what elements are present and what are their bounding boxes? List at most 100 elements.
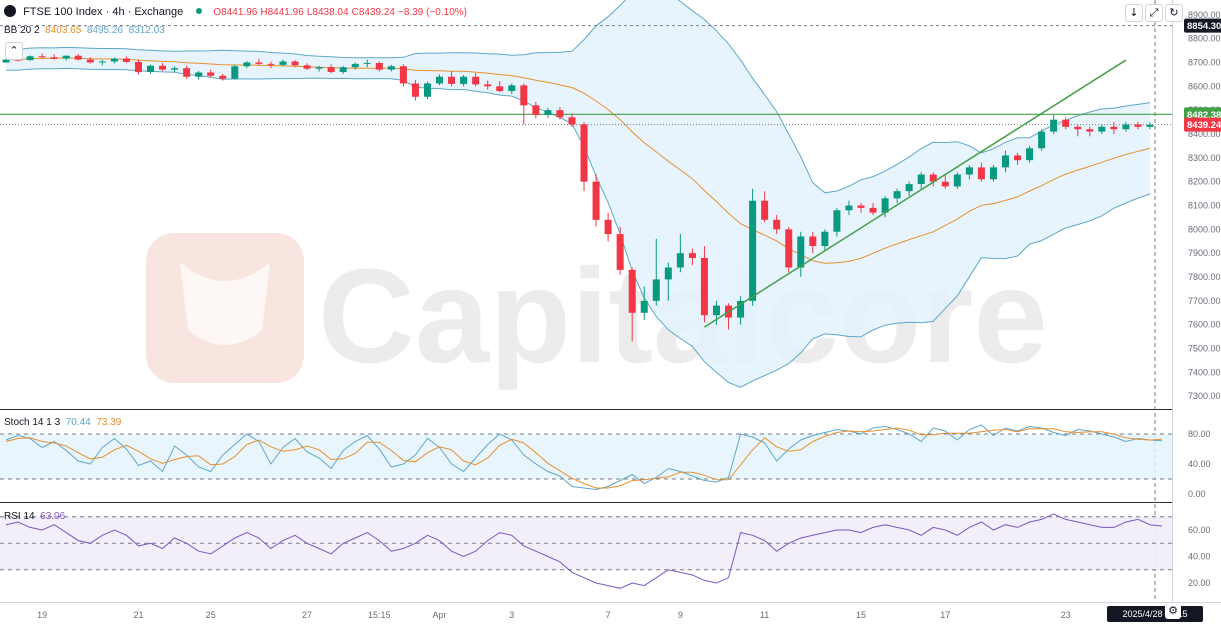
candle-body (1074, 126, 1082, 130)
candle-body (448, 76, 456, 84)
settings-button[interactable]: ⚙ (1165, 603, 1181, 619)
candle-body (676, 253, 684, 268)
ohlc-close: C8439.24 (351, 7, 395, 18)
price-tick-label: 7300.00 (1188, 391, 1221, 401)
bb-basis-line (5, 57, 1151, 264)
stoch-tick-label: 40.00 (1188, 459, 1211, 469)
bb-legend[interactable]: BB 20 2 8403.65 8495.26 8312.03 (4, 25, 165, 36)
time-tick-label: 9 (678, 610, 683, 620)
rsi-legend-value: 63.06 (40, 511, 66, 522)
candle-body (291, 61, 299, 66)
candle-body (1014, 155, 1022, 161)
bb-legend-upper: 8495.26 (86, 25, 124, 36)
price-tick-label: 7500.00 (1188, 344, 1221, 354)
rsi-legend-name: RSI 14 (4, 511, 35, 522)
rsi-tick-label: 60.00 (1188, 525, 1211, 535)
refresh-icon: ↻ (1169, 6, 1179, 19)
market-status-icon (196, 8, 203, 14)
candle-body (520, 85, 528, 106)
candle-body (592, 181, 600, 220)
candle-body (869, 207, 877, 213)
candle-body (351, 63, 359, 68)
rsi-legend[interactable]: RSI 14 63.06 (4, 511, 65, 522)
time-tick-label: 21 (133, 610, 143, 620)
candle-body (989, 167, 997, 180)
stoch-legend[interactable]: Stoch 14 1 3 70.44 73.39 (4, 417, 121, 428)
time-tick-label: Apr (433, 610, 447, 620)
chevron-up-icon: ⌃ (9, 44, 19, 57)
trend-line (704, 59, 1127, 328)
bb-legend-basis: 8403.65 (45, 25, 82, 36)
stoch-tick-label: 80.00 (1188, 429, 1211, 439)
symbol-logo-icon[interactable] (4, 5, 16, 17)
rsi-pane[interactable] (0, 513, 1172, 589)
candle-body (1001, 155, 1009, 168)
grid (0, 0, 1221, 603)
time-tick-label: 23 (1061, 610, 1071, 620)
stoch-band-fill (0, 434, 1172, 479)
candle-body (640, 300, 648, 313)
candle-body (147, 65, 155, 72)
candle-body (1134, 124, 1142, 127)
ohlc-low: L8438.04 (306, 7, 349, 18)
candle-body (1062, 119, 1070, 127)
candle-body (773, 219, 781, 230)
candle-body (423, 83, 431, 97)
candle-body (749, 200, 757, 301)
rsi-tick-label: 20.00 (1188, 578, 1211, 588)
candle-body (544, 110, 552, 115)
current-time-label: 2025/4/28 03:15 (1122, 609, 1187, 619)
candle-body (134, 61, 142, 72)
candle-body (917, 174, 925, 185)
stochastic-pane[interactable] (0, 424, 1172, 491)
ohlc-change: −8.39 (−0.10%) (398, 7, 467, 18)
download-button[interactable]: ↓ (1125, 4, 1143, 22)
symbol-title[interactable]: FTSE 100 Index · 4h · Exchange (23, 6, 184, 18)
candle-body (941, 181, 949, 187)
candle-body (628, 269, 636, 313)
candle-body (532, 105, 540, 115)
candle-body (1146, 124, 1154, 127)
candle-body (893, 191, 901, 199)
price-tick-label: 8800.00 (1188, 34, 1221, 44)
stoch-legend-k: 70.44 (65, 417, 91, 428)
candle-body (929, 174, 937, 182)
price-pane[interactable] (0, 0, 1172, 388)
candle-body (98, 61, 106, 63)
candle-body (219, 75, 227, 79)
price-tick-label: 7900.00 (1188, 248, 1221, 258)
candle-body (267, 63, 275, 65)
candle-body (86, 59, 94, 63)
time-tick-label: 17 (940, 610, 950, 620)
price-label-text: 8439.24 (1187, 120, 1221, 131)
candle-body (1026, 148, 1034, 161)
candle-body (436, 76, 444, 84)
candle-body (484, 84, 492, 87)
collapse-legend-button[interactable]: ⌃ (5, 42, 23, 60)
candle-body (737, 300, 745, 318)
ohlc-open: O8441.96 (213, 7, 258, 18)
price-label-text: 8482.38 (1187, 110, 1221, 121)
price-tick-label: 8200.00 (1188, 177, 1221, 187)
fullscreen-button[interactable]: ⤢ (1145, 4, 1163, 22)
candle-body (460, 76, 468, 84)
candle-body (700, 257, 708, 316)
price-axis[interactable]: 8900.008800.008700.008600.008500.008400.… (1184, 10, 1221, 588)
bb-legend-lower: 8312.03 (128, 25, 165, 36)
price-tick-label: 8100.00 (1188, 201, 1221, 211)
time-tick-label: 15:15 (368, 610, 391, 620)
arrow-down-icon: ↓ (1129, 6, 1139, 19)
candle-body (195, 72, 203, 77)
price-tick-label: 8000.00 (1188, 224, 1221, 234)
price-tick-label: 8700.00 (1188, 57, 1221, 67)
price-tick-label: 8300.00 (1188, 153, 1221, 163)
time-tick-label: 25 (206, 610, 216, 620)
candle-body (508, 85, 516, 92)
candle-body (1098, 126, 1106, 132)
refresh-button[interactable]: ↻ (1165, 4, 1183, 22)
stoch-tick-label: 0.00 (1188, 489, 1206, 499)
candle-body (857, 205, 865, 208)
time-axis[interactable]: 19 21 25 27 15:15 Apr 3 7 9 11 15 17 23 2025/4/28 03:… (37, 606, 1203, 622)
candle-body (74, 55, 82, 60)
candle-body (122, 58, 130, 62)
